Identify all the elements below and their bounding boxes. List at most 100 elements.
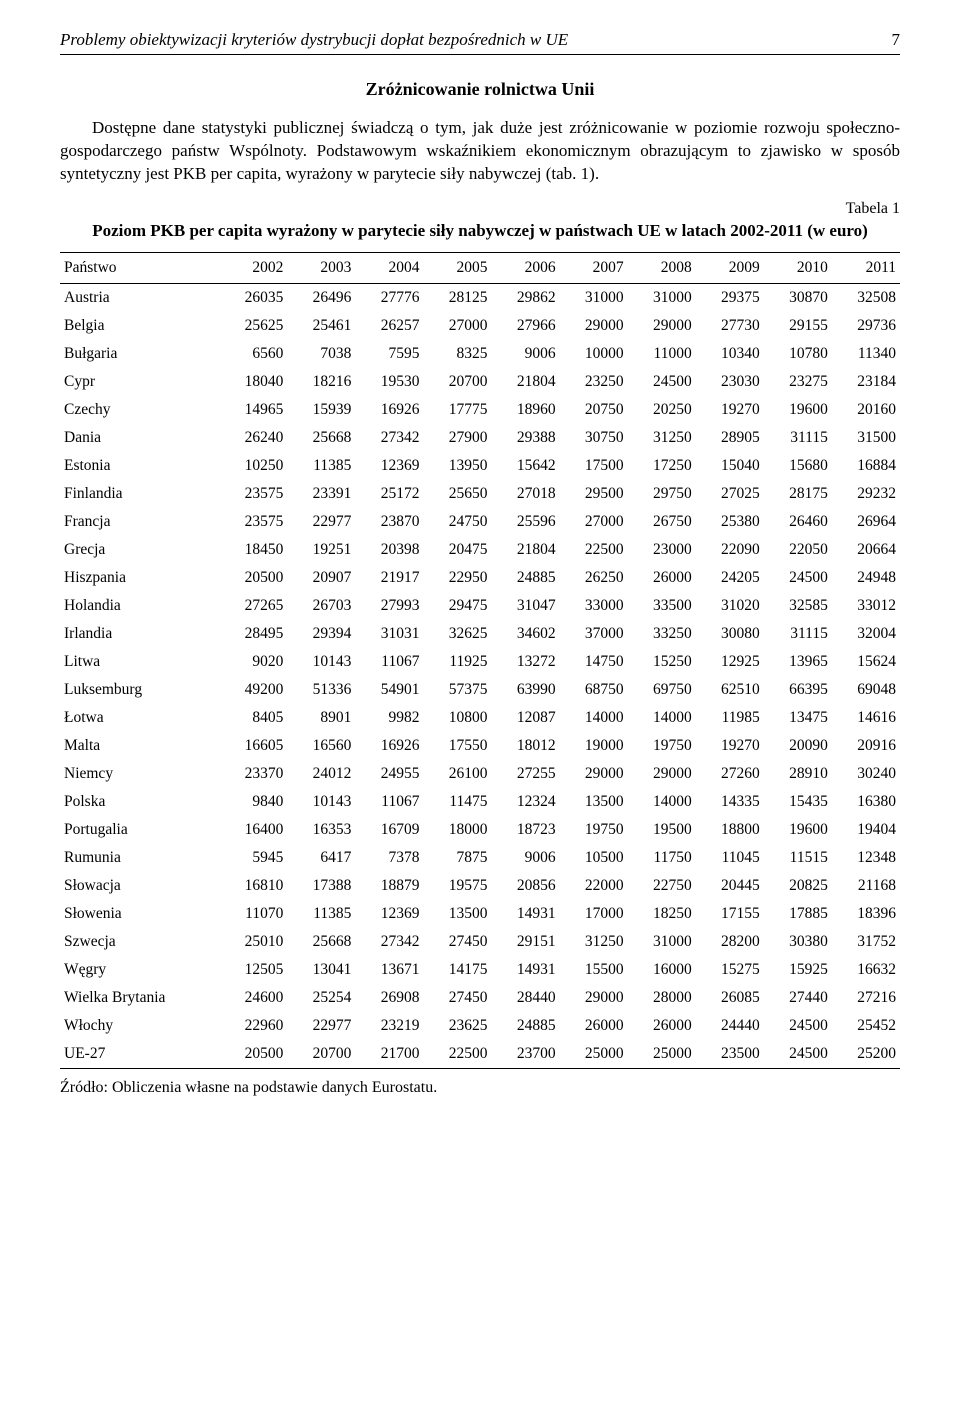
cell-value: 29500	[560, 480, 628, 508]
cell-value: 20500	[219, 1040, 287, 1069]
cell-value: 10800	[423, 704, 491, 732]
cell-value: 13041	[287, 956, 355, 984]
cell-value: 24600	[219, 984, 287, 1012]
cell-value: 16400	[219, 816, 287, 844]
cell-value: 22090	[696, 536, 764, 564]
table-row: UE-2720500207002170022500237002500025000…	[60, 1040, 900, 1069]
table-row: Irlandia28495293943103132625346023700033…	[60, 620, 900, 648]
cell-value: 27216	[832, 984, 900, 1012]
cell-value: 12505	[219, 956, 287, 984]
cell-value: 20825	[764, 872, 832, 900]
cell-value: 18450	[219, 536, 287, 564]
cell-value: 21168	[832, 872, 900, 900]
cell-value: 49200	[219, 676, 287, 704]
cell-value: 23030	[696, 368, 764, 396]
cell-value: 14931	[492, 956, 560, 984]
cell-value: 23625	[423, 1012, 491, 1040]
cell-value: 31031	[355, 620, 423, 648]
cell-value: 27018	[492, 480, 560, 508]
cell-value: 16353	[287, 816, 355, 844]
cell-value: 28495	[219, 620, 287, 648]
cell-value: 17388	[287, 872, 355, 900]
cell-value: 54901	[355, 676, 423, 704]
cell-value: 22500	[423, 1040, 491, 1069]
cell-country: Hiszpania	[60, 564, 219, 592]
cell-value: 8405	[219, 704, 287, 732]
cell-country: Czechy	[60, 396, 219, 424]
cell-value: 27255	[492, 760, 560, 788]
cell-value: 29475	[423, 592, 491, 620]
cell-value: 13500	[560, 788, 628, 816]
table-row: Malta16605165601692617550180121900019750…	[60, 732, 900, 760]
table-row: Estonia102501138512369139501564217500172…	[60, 452, 900, 480]
cell-value: 28000	[628, 984, 696, 1012]
cell-value: 29000	[628, 312, 696, 340]
cell-value: 7595	[355, 340, 423, 368]
cell-country: Austria	[60, 283, 219, 312]
cell-value: 22000	[560, 872, 628, 900]
cell-value: 12369	[355, 900, 423, 928]
table-row: Belgia2562525461262572700027966290002900…	[60, 312, 900, 340]
cell-value: 18879	[355, 872, 423, 900]
cell-value: 19530	[355, 368, 423, 396]
cell-value: 22750	[628, 872, 696, 900]
table-row: Słowenia11070113851236913500149311700018…	[60, 900, 900, 928]
cell-value: 25010	[219, 928, 287, 956]
cell-value: 12348	[832, 844, 900, 872]
cell-value: 69048	[832, 676, 900, 704]
cell-value: 19600	[764, 396, 832, 424]
cell-value: 28440	[492, 984, 560, 1012]
cell-value: 29000	[628, 760, 696, 788]
cell-value: 28200	[696, 928, 764, 956]
cell-value: 29750	[628, 480, 696, 508]
cell-value: 27265	[219, 592, 287, 620]
cell-value: 31115	[764, 620, 832, 648]
table-row: Portugalia164001635316709180001872319750…	[60, 816, 900, 844]
cell-value: 12369	[355, 452, 423, 480]
cell-value: 29000	[560, 312, 628, 340]
cell-value: 20475	[423, 536, 491, 564]
cell-value: 25172	[355, 480, 423, 508]
cell-value: 24205	[696, 564, 764, 592]
cell-value: 12087	[492, 704, 560, 732]
table-header-row: Państwo200220032004200520062007200820092…	[60, 252, 900, 283]
page-number: 7	[872, 30, 901, 50]
col-year: 2003	[287, 252, 355, 283]
cell-country: Luksemburg	[60, 676, 219, 704]
col-year: 2010	[764, 252, 832, 283]
cell-value: 15435	[764, 788, 832, 816]
cell-value: 21804	[492, 536, 560, 564]
cell-value: 23219	[355, 1012, 423, 1040]
cell-value: 5945	[219, 844, 287, 872]
cell-value: 27993	[355, 592, 423, 620]
cell-value: 27776	[355, 283, 423, 312]
cell-value: 10780	[764, 340, 832, 368]
cell-value: 25668	[287, 424, 355, 452]
table-row: Rumunia594564177378787590061050011750110…	[60, 844, 900, 872]
body-paragraph: Dostępne dane statystyki publicznej świa…	[60, 117, 900, 186]
cell-value: 20856	[492, 872, 560, 900]
table-row: Grecja1845019251203982047521804225002300…	[60, 536, 900, 564]
cell-value: 15040	[696, 452, 764, 480]
table-row: Luksemburg492005133654901573756399068750…	[60, 676, 900, 704]
cell-value: 24440	[696, 1012, 764, 1040]
cell-country: Węgry	[60, 956, 219, 984]
cell-value: 23500	[696, 1040, 764, 1069]
cell-country: Słowenia	[60, 900, 219, 928]
cell-value: 27000	[560, 508, 628, 536]
table-row: Słowacja16810173881887919575208562200022…	[60, 872, 900, 900]
cell-value: 10340	[696, 340, 764, 368]
cell-country: Rumunia	[60, 844, 219, 872]
cell-country: Irlandia	[60, 620, 219, 648]
table-row: Austria260352649627776281252986231000310…	[60, 283, 900, 312]
cell-value: 10143	[287, 788, 355, 816]
cell-value: 23000	[628, 536, 696, 564]
cell-country: Belgia	[60, 312, 219, 340]
cell-value: 14335	[696, 788, 764, 816]
cell-country: Szwecja	[60, 928, 219, 956]
cell-value: 25380	[696, 508, 764, 536]
cell-value: 12925	[696, 648, 764, 676]
table-source: Źródło: Obliczenia własne na podstawie d…	[60, 1079, 900, 1097]
table-row: Litwa90201014311067119251327214750152501…	[60, 648, 900, 676]
cell-value: 13965	[764, 648, 832, 676]
